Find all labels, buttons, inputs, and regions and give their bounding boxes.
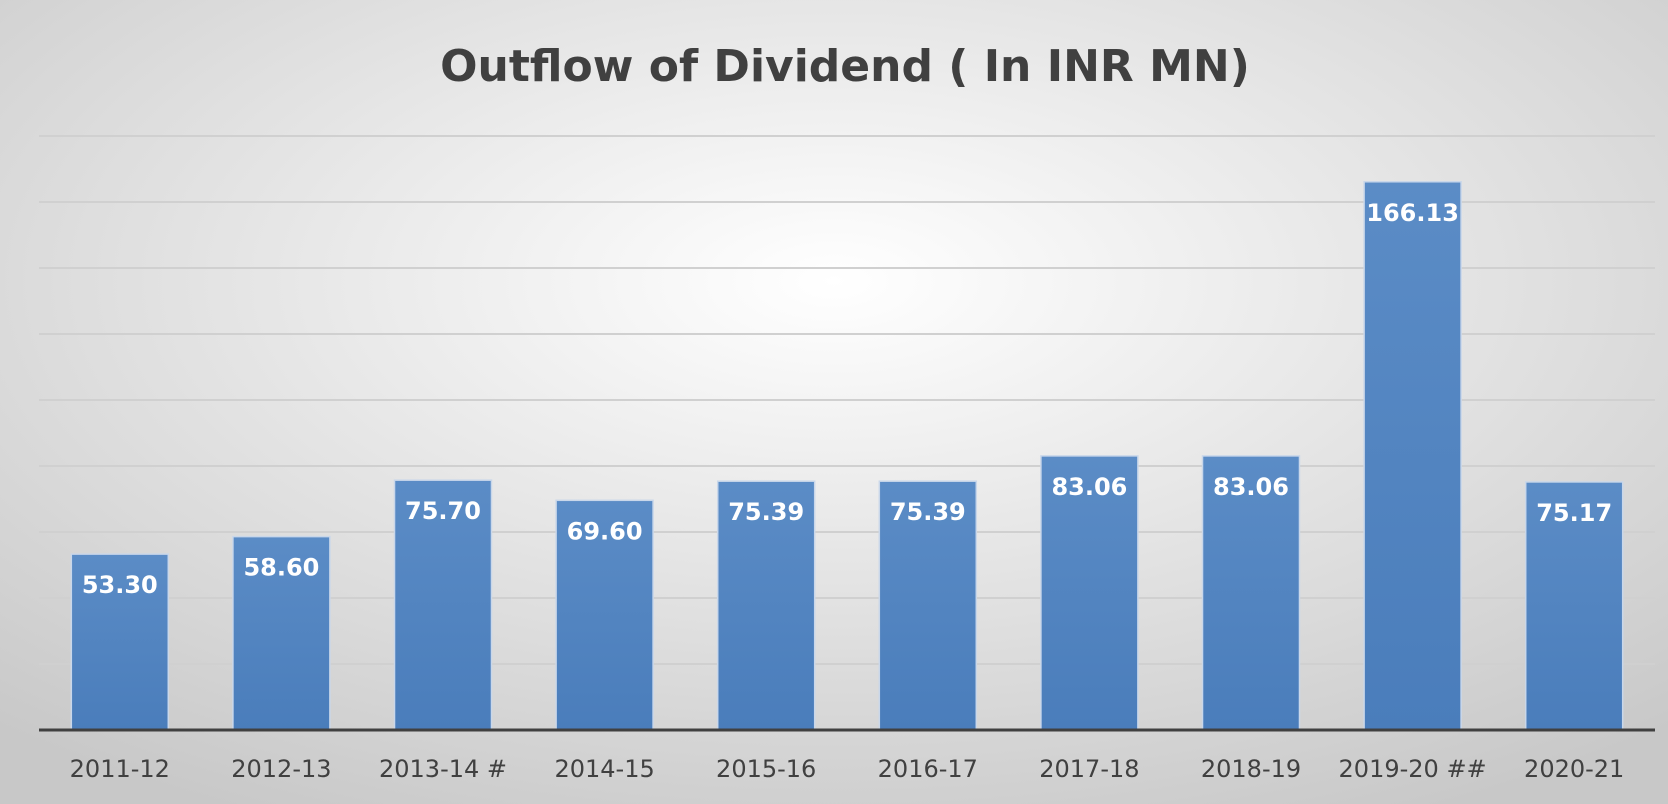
x-tick-label: 2018-19 [1201, 755, 1301, 783]
data-label: 75.39 [890, 498, 966, 526]
data-label: 83.06 [1051, 473, 1127, 501]
x-tick-label: 2016-17 [878, 755, 978, 783]
data-label: 75.39 [728, 498, 804, 526]
bar [1363, 181, 1462, 731]
data-label: 83.06 [1213, 473, 1289, 501]
data-label: 58.60 [243, 554, 319, 582]
x-tick-label: 2020-21 [1524, 755, 1624, 783]
x-tick-label: 2019-20 ## [1339, 755, 1487, 783]
bar [232, 535, 331, 731]
bar [1201, 455, 1301, 731]
x-tick-label: 2017-18 [1039, 755, 1139, 783]
x-tick-label: 2012-13 [231, 755, 331, 783]
bar [393, 479, 493, 731]
x-tick-label: 2013-14 # [379, 755, 507, 783]
x-tick-label: 2011-12 [70, 755, 170, 783]
bar [1040, 455, 1139, 731]
data-label: 69.60 [567, 517, 643, 545]
bar [555, 499, 654, 731]
data-label: 166.13 [1366, 199, 1459, 227]
x-tick-label: 2014-15 [554, 755, 654, 783]
chart-title: Outflow of Dividend ( In INR MN) [440, 41, 1250, 92]
bar [1524, 481, 1624, 731]
data-label: 75.17 [1536, 499, 1612, 527]
data-label: 75.70 [405, 497, 481, 525]
bar [70, 553, 170, 731]
x-tick-label: 2015-16 [716, 755, 816, 783]
data-label: 53.30 [82, 571, 158, 599]
